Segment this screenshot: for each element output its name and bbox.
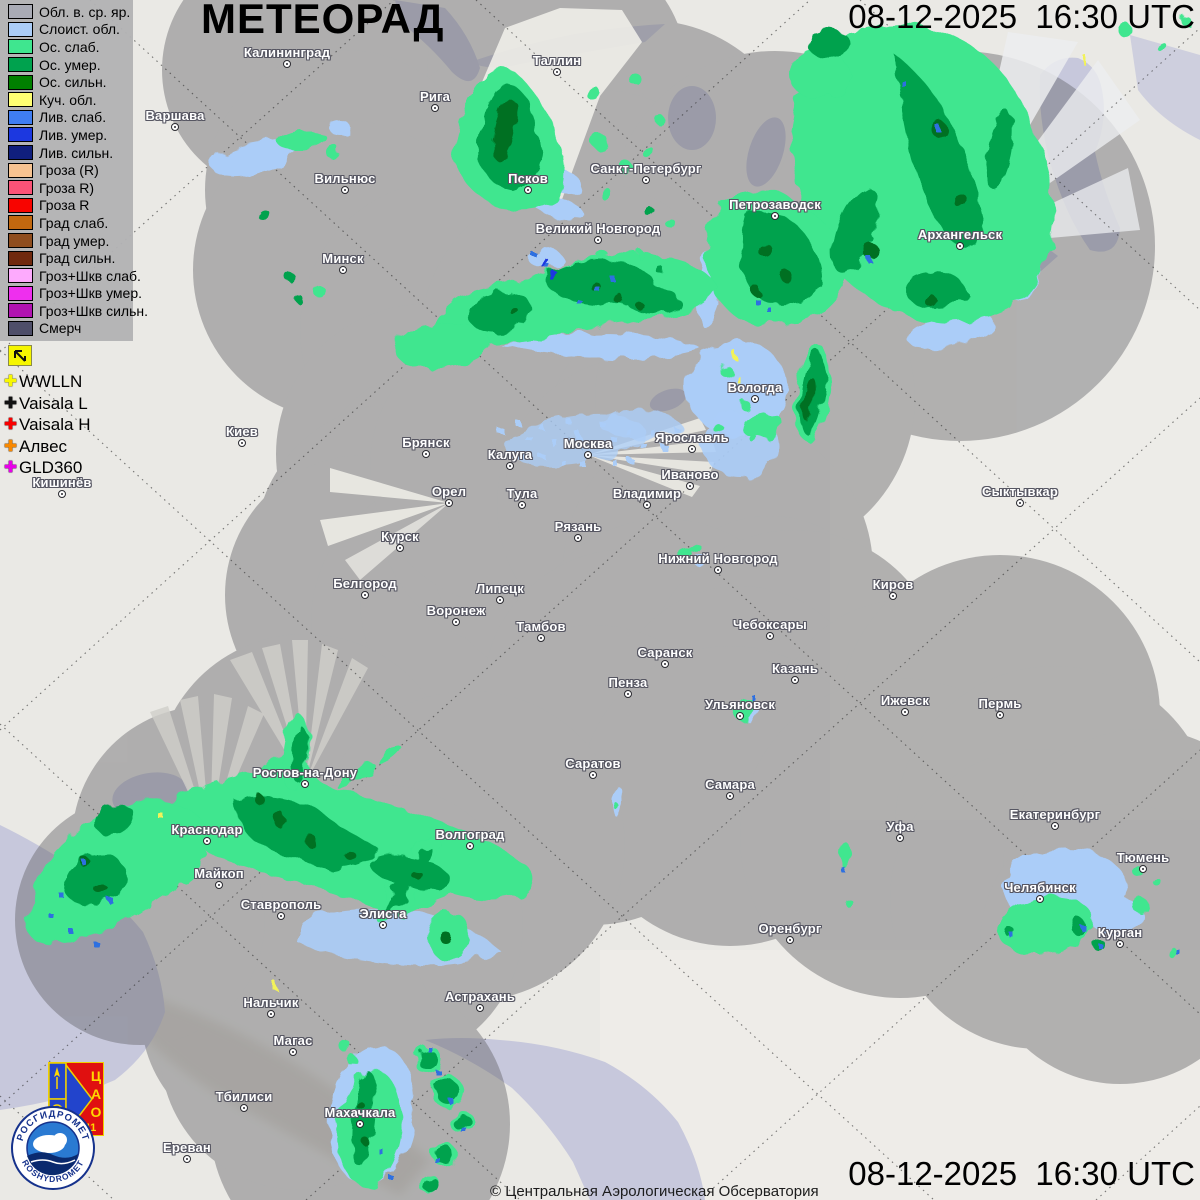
copyright: © Центральная Аэрологическая Обсерватори… — [490, 1183, 819, 1200]
color-swatch — [8, 109, 33, 125]
color-swatch — [8, 285, 33, 301]
lightning-cross-icon: ✚ — [4, 416, 17, 434]
color-swatch — [8, 4, 33, 20]
legend-row: Смерч — [8, 320, 131, 338]
color-swatch — [8, 268, 33, 284]
legend-label: Смерч — [39, 320, 82, 337]
legend-label: Ос. сильн. — [39, 74, 107, 91]
color-swatch — [8, 145, 33, 161]
legend-label: Град умер. — [39, 232, 110, 249]
network-row: ✚ Алвес — [2, 436, 91, 458]
network-row: ✚ WWLLN — [2, 371, 91, 393]
color-swatch — [8, 74, 33, 90]
lightning-cross-icon: ✚ — [4, 459, 17, 477]
legend-label: Гроз+Шкв умер. — [39, 285, 143, 302]
legend-label: Куч. обл. — [39, 91, 97, 108]
network-label: GLD360 — [19, 458, 83, 478]
legend-row: Куч. обл. — [8, 91, 131, 109]
legend-label: Лив. сильн. — [39, 144, 114, 161]
legend-row: Град умер. — [8, 232, 131, 250]
network-row: ✚ Vaisala L — [2, 393, 91, 415]
logo-letter: А — [91, 1086, 101, 1102]
legend-label: Град сильн. — [39, 250, 116, 267]
lightning-cross-icon: ✚ — [4, 373, 17, 391]
legend-row: Гроз+Шкв умер. — [8, 285, 142, 303]
color-swatch — [8, 250, 33, 266]
legend-row: Гроза R — [8, 197, 131, 215]
legend-row: Обл. в. ср. яр. — [8, 3, 131, 21]
legend-row: Гроз+Шкв слаб. — [8, 267, 141, 285]
tornado-arrow-icon — [14, 350, 26, 362]
legend-panel: Обл. в. ср. яр. Слоист. обл. Ос. слаб. Ос. … — [0, 0, 148, 342]
legend-label: Лив. слаб. — [39, 109, 107, 126]
legend-row: Слоист. обл. — [8, 21, 131, 39]
color-swatch — [8, 215, 33, 231]
legend-label: Гроза (R) — [39, 162, 99, 179]
legend-row: Лив. слаб. — [8, 109, 131, 127]
legend-label: Град слаб. — [39, 214, 109, 231]
legend-label: Ос. умер. — [39, 56, 101, 73]
legend-row: Гроза R) — [8, 179, 131, 197]
lightning-cross-icon: ✚ — [4, 437, 17, 455]
logo-letter: Ц — [91, 1068, 102, 1084]
legend-label: Обл. в. ср. яр. — [39, 3, 131, 20]
color-swatch — [8, 180, 33, 196]
color-swatch — [8, 197, 33, 213]
legend-label: Лив. умер. — [39, 126, 108, 143]
logo-letter: О — [91, 1104, 102, 1120]
tornado-marker — [8, 345, 32, 366]
legend-row: Ос. слаб. — [8, 38, 131, 56]
legend-label: Ос. слаб. — [39, 38, 100, 55]
legend-items: Обл. в. ср. яр. Слоист. обл. Ос. слаб. Ос. … — [8, 3, 148, 338]
legend-row: Лив. умер. — [8, 126, 131, 144]
legend-label: Гроза R) — [39, 179, 95, 196]
lightning-networks: ✚ WWLLN ✚ Vaisala L ✚ Vaisala H ✚ Алвес ✚ GLD360 — [2, 371, 91, 479]
lightning-cross-icon: ✚ — [4, 394, 17, 412]
color-swatch — [8, 303, 33, 319]
legend-label: Гроз+Шкв сильн. — [39, 302, 148, 319]
precipitation-layer — [28, 15, 1190, 1195]
legend-row: Ос. сильн. — [8, 73, 131, 91]
legend-row: Ос. умер. — [8, 56, 131, 74]
legend-row: Лив. сильн. — [8, 144, 131, 162]
timestamp-bottom: 08-12-2025 16:30 UTC — [848, 1155, 1195, 1192]
color-swatch — [8, 127, 33, 143]
network-row: ✚ Vaisala H — [2, 414, 91, 436]
color-swatch — [8, 162, 33, 178]
legend-label: Гроз+Шкв слаб. — [39, 267, 141, 284]
roshydromet-logo: РОСГИДРОМЕТ ROSHYDROMET — [11, 1106, 95, 1190]
legend-row: Гроза (R) — [8, 161, 131, 179]
color-swatch — [8, 92, 33, 108]
legend-label: Гроза R — [39, 197, 90, 214]
network-label: Vaisala H — [19, 415, 91, 435]
legend-row: Гроз+Шкв сильн. — [8, 302, 148, 320]
color-swatch — [8, 21, 33, 37]
legend-row: Град сильн. — [8, 249, 131, 267]
legend-row: Град слаб. — [8, 214, 131, 232]
color-swatch — [8, 233, 33, 249]
color-swatch — [8, 320, 33, 336]
timestamp-top: 08-12-2025 16:30 UTC — [848, 0, 1195, 35]
network-label: Алвес — [19, 436, 68, 456]
color-swatch — [8, 39, 33, 55]
network-row: ✚ GLD360 — [2, 457, 91, 479]
network-label: WWLLN — [19, 372, 83, 392]
legend-label: Слоист. обл. — [39, 21, 120, 38]
color-swatch — [8, 57, 33, 73]
page-title: МЕТЕОРАД — [201, 0, 445, 42]
network-label: Vaisala L — [19, 393, 88, 413]
